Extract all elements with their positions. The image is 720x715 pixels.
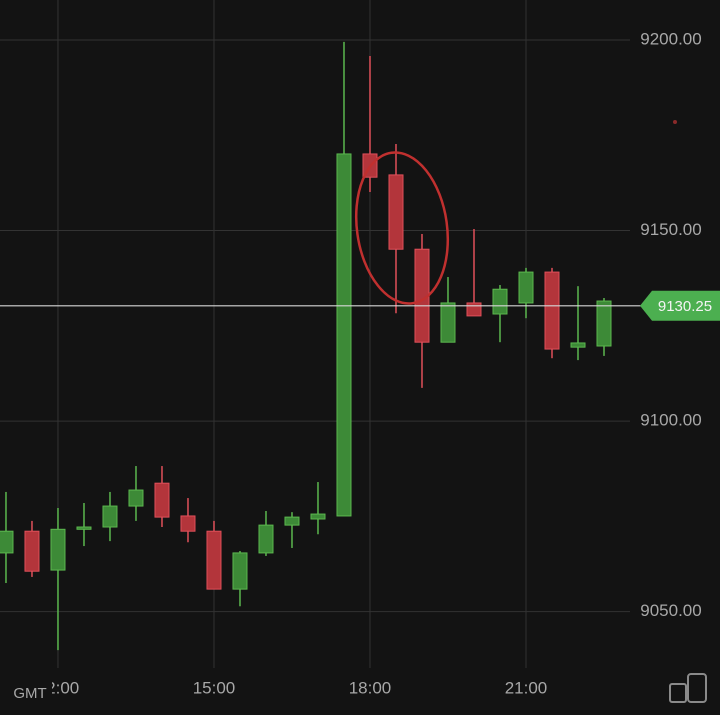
candle-body [440, 302, 456, 343]
candle-body [388, 174, 404, 250]
candle-body [180, 515, 196, 532]
candle-body [102, 505, 118, 528]
x-tick-label: 18:00 [349, 678, 392, 697]
candle-body [570, 342, 586, 348]
candle-body [544, 271, 560, 350]
candle-body [206, 530, 222, 590]
candle-body [492, 288, 508, 315]
last-price-tag [640, 290, 720, 321]
candle-body [336, 153, 352, 517]
candle-body [24, 530, 40, 572]
tz-bg [0, 674, 52, 714]
y-tick-label: 9150.00 [640, 220, 701, 239]
candle-body [518, 271, 534, 304]
candle-body [0, 530, 14, 554]
candle-body [284, 516, 300, 526]
candle-body [310, 513, 326, 520]
candles [0, 41, 612, 651]
candle-body [50, 528, 66, 571]
candle-body [232, 552, 248, 590]
x-tick-label: 15:00 [193, 678, 236, 697]
timezone-label: GMT [13, 685, 46, 702]
dot [673, 120, 677, 124]
candle-body [76, 526, 92, 530]
candle-body [128, 489, 144, 507]
y-tick-label: 9100.00 [640, 411, 701, 430]
y-tick-label: 9200.00 [640, 29, 701, 48]
last-price-label: 9130.25 [658, 298, 712, 315]
device-icon [669, 673, 707, 703]
candle-body [154, 482, 170, 518]
hand-drawn-circle [354, 151, 450, 305]
candle-body [596, 300, 612, 347]
overlay: 9130.25 [0, 290, 720, 321]
y-tick-label: 9050.00 [640, 601, 701, 620]
candle-body [466, 302, 482, 317]
x-tick-label: 21:00 [505, 678, 548, 697]
candle-body [258, 524, 274, 554]
